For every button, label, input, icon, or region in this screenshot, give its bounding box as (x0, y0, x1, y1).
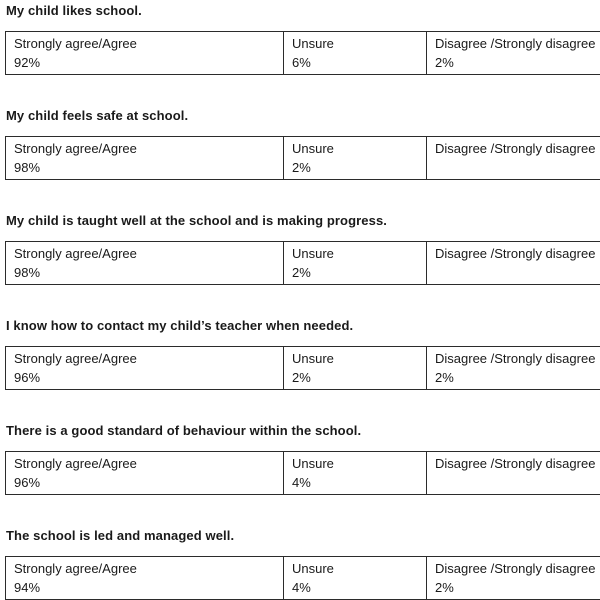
question-heading: The school is led and managed well. (6, 528, 235, 543)
table-row: Strongly agree/Agree 96% Unsure 4% Disag… (5, 451, 600, 495)
cell-unsure: Unsure 2% (283, 241, 427, 285)
survey-section: There is a good standard of behaviour wi… (5, 423, 600, 495)
cell-unsure: Unsure 4% (283, 451, 427, 495)
table-row: Strongly agree/Agree 98% Unsure 2% Disag… (5, 241, 600, 285)
table-row: Strongly agree/Agree 92% Unsure 6% Disag… (5, 31, 600, 75)
cell-agree: Strongly agree/Agree 92% (5, 31, 284, 75)
column-label-agree: Strongly agree/Agree (14, 561, 137, 576)
survey-section: The school is led and managed well. Stro… (5, 528, 600, 600)
cell-disagree: Disagree /Strongly disagree (426, 136, 600, 180)
column-label-disagree: Disagree /Strongly disagree (435, 141, 596, 156)
cell-agree: Strongly agree/Agree 98% (5, 136, 284, 180)
value-agree: 94% (14, 580, 41, 595)
column-label-agree: Strongly agree/Agree (14, 246, 137, 261)
question-heading: My child likes school. (6, 3, 142, 18)
value-disagree (435, 263, 600, 282)
results-table: Strongly agree/Agree 98% Unsure 2% Disag… (5, 136, 600, 180)
column-label-disagree: Disagree /Strongly disagree (435, 456, 596, 471)
value-unsure: 4% (292, 580, 311, 595)
results-table: Strongly agree/Agree 96% Unsure 4% Disag… (5, 451, 600, 495)
results-table: Strongly agree/Agree 96% Unsure 2% Disag… (5, 346, 600, 390)
table-row: Strongly agree/Agree 98% Unsure 2% Disag… (5, 136, 600, 180)
column-label-unsure: Unsure (292, 561, 334, 576)
cell-agree: Strongly agree/Agree 96% (5, 451, 284, 495)
column-label-unsure: Unsure (292, 246, 334, 261)
cell-disagree: Disagree /Strongly disagree 2% (426, 556, 600, 600)
results-table: Strongly agree/Agree 92% Unsure 6% Disag… (5, 31, 600, 75)
value-unsure: 4% (292, 475, 311, 490)
table-row: Strongly agree/Agree 94% Unsure 4% Disag… (5, 556, 600, 600)
results-table: Strongly agree/Agree 94% Unsure 4% Disag… (5, 556, 600, 600)
cell-agree: Strongly agree/Agree 96% (5, 346, 284, 390)
cell-unsure: Unsure 2% (283, 346, 427, 390)
value-agree: 92% (14, 55, 41, 70)
column-label-unsure: Unsure (292, 36, 334, 51)
cell-disagree: Disagree /Strongly disagree (426, 451, 600, 495)
value-unsure: 6% (292, 55, 311, 70)
value-agree: 96% (14, 370, 41, 385)
survey-section: My child likes school. Strongly agree/Ag… (5, 3, 600, 75)
results-table: Strongly agree/Agree 98% Unsure 2% Disag… (5, 241, 600, 285)
question-heading: My child feels safe at school. (6, 108, 189, 123)
value-unsure: 2% (292, 370, 311, 385)
value-unsure: 2% (292, 265, 311, 280)
column-label-unsure: Unsure (292, 456, 334, 471)
column-label-agree: Strongly agree/Agree (14, 141, 137, 156)
survey-section: I know how to contact my child’s teacher… (5, 318, 600, 390)
value-agree: 96% (14, 475, 41, 490)
column-label-unsure: Unsure (292, 141, 334, 156)
column-label-disagree: Disagree /Strongly disagree (435, 351, 596, 366)
column-label-agree: Strongly agree/Agree (14, 351, 137, 366)
value-disagree: 2% (435, 580, 454, 595)
cell-unsure: Unsure 6% (283, 31, 427, 75)
cell-disagree: Disagree /Strongly disagree 2% (426, 31, 600, 75)
survey-section: My child feels safe at school. Strongly … (5, 108, 600, 180)
column-label-disagree: Disagree /Strongly disagree (435, 36, 596, 51)
value-disagree: 2% (435, 370, 454, 385)
cell-unsure: Unsure 2% (283, 136, 427, 180)
value-agree: 98% (14, 265, 41, 280)
column-label-disagree: Disagree /Strongly disagree (435, 561, 596, 576)
column-label-unsure: Unsure (292, 351, 334, 366)
cell-unsure: Unsure 4% (283, 556, 427, 600)
value-disagree (435, 473, 600, 492)
table-row: Strongly agree/Agree 96% Unsure 2% Disag… (5, 346, 600, 390)
column-label-disagree: Disagree /Strongly disagree (435, 246, 596, 261)
value-disagree: 2% (435, 55, 454, 70)
cell-disagree: Disagree /Strongly disagree 2% (426, 346, 600, 390)
question-heading: My child is taught well at the school an… (6, 213, 388, 228)
cell-disagree: Disagree /Strongly disagree (426, 241, 600, 285)
survey-section: My child is taught well at the school an… (5, 213, 600, 285)
value-disagree (435, 158, 600, 177)
value-agree: 98% (14, 160, 41, 175)
cell-agree: Strongly agree/Agree 98% (5, 241, 284, 285)
question-heading: There is a good standard of behaviour wi… (6, 423, 362, 438)
column-label-agree: Strongly agree/Agree (14, 456, 137, 471)
question-heading: I know how to contact my child’s teacher… (6, 318, 354, 333)
cell-agree: Strongly agree/Agree 94% (5, 556, 284, 600)
column-label-agree: Strongly agree/Agree (14, 36, 137, 51)
value-unsure: 2% (292, 160, 311, 175)
